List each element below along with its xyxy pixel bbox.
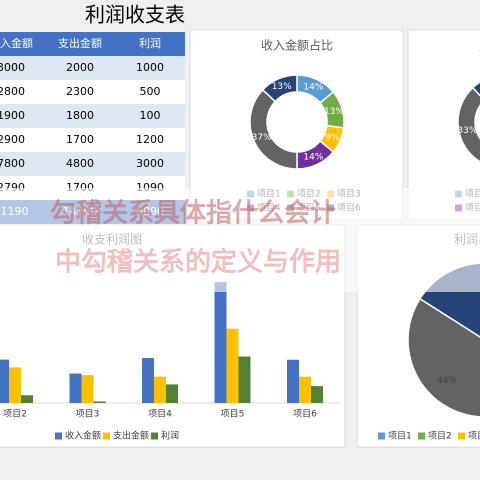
x-tick-label: 项目6 <box>293 409 317 420</box>
watermark: 中勾稽关系的定义与作用 <box>55 247 341 278</box>
legend-label: 项目3 <box>468 431 480 442</box>
bar <box>9 367 21 403</box>
table-cell: 3000 <box>0 61 25 74</box>
data-label: 13% <box>324 107 344 117</box>
doughnut-segment <box>261 74 298 103</box>
x-tick-label: 项目4 <box>148 409 172 420</box>
table-cell: 500 <box>140 85 161 98</box>
data-label: 33% <box>457 126 477 136</box>
data-label: 9% <box>325 133 340 143</box>
pie-slice <box>407 297 480 418</box>
bar <box>142 358 154 403</box>
x-tick-label: 项目5 <box>221 409 245 420</box>
table-cell: 2000 <box>66 61 94 74</box>
bar <box>287 359 299 403</box>
bar <box>214 282 227 403</box>
legend-label: 收入金额 <box>65 430 101 442</box>
legend-swatch <box>458 432 465 440</box>
bar <box>226 328 239 403</box>
table-title: 利润收支表 <box>85 3 185 27</box>
legend-swatch <box>55 432 62 440</box>
table-cell: 7800 <box>0 157 25 170</box>
legend-label: 支出金额 <box>113 430 149 442</box>
bar <box>0 359 9 403</box>
table-header: 收入金额 <box>0 36 33 50</box>
table-cell: 2800 <box>0 85 25 98</box>
bar <box>311 386 323 403</box>
data-label: 13% <box>272 82 292 92</box>
bar <box>299 376 311 403</box>
table-header: 利润 <box>139 36 161 50</box>
table-row-bg <box>0 56 185 80</box>
table-cell: 2300 <box>66 85 94 98</box>
table-cell: 2900 <box>0 133 25 146</box>
data-label: 37% <box>252 133 272 143</box>
bar <box>93 401 106 403</box>
legend-label: 利润 <box>161 430 179 442</box>
table-header-bg <box>0 32 185 56</box>
doughnut-segment <box>471 81 480 97</box>
chart-title: 收入金额占比 <box>261 38 333 53</box>
table-cell: 100 <box>140 109 161 122</box>
table-cell: 1200 <box>136 133 164 146</box>
data-label: 44% <box>437 376 457 386</box>
table-cell: 1700 <box>66 133 94 146</box>
table-cell: 1900 <box>0 109 25 122</box>
legend-swatch <box>151 432 158 440</box>
table-cell: 3000 <box>136 157 164 170</box>
table-row-bg <box>0 80 185 104</box>
legend-swatch <box>418 432 425 440</box>
legend-label: 项目2 <box>428 431 452 442</box>
overlay <box>0 188 480 292</box>
table-cell: 4800 <box>66 157 94 170</box>
legend-label: 项目1 <box>388 431 412 442</box>
data-label: 14% <box>303 152 323 162</box>
bar <box>81 375 94 403</box>
bar <box>238 356 251 403</box>
x-tick-label: 项目3 <box>76 409 100 420</box>
legend-swatch <box>378 432 385 440</box>
table-cell: 1800 <box>66 109 94 122</box>
bar <box>69 373 82 403</box>
x-tick-label: 项目2 <box>3 409 27 420</box>
data-label: 14% <box>303 83 323 93</box>
chart-title: 支出金额占比 <box>479 38 480 53</box>
table-cell: 1000 <box>136 61 164 74</box>
table-row-bg <box>0 128 185 152</box>
table-row-bg <box>0 104 185 128</box>
watermark: 勾稽关系具体指什么会计 <box>50 199 336 229</box>
bar <box>21 395 33 403</box>
bar <box>154 376 166 403</box>
bar <box>166 384 178 403</box>
table-header: 支出金额 <box>58 36 102 50</box>
table-row-bg <box>0 152 185 176</box>
legend-swatch <box>103 432 110 440</box>
